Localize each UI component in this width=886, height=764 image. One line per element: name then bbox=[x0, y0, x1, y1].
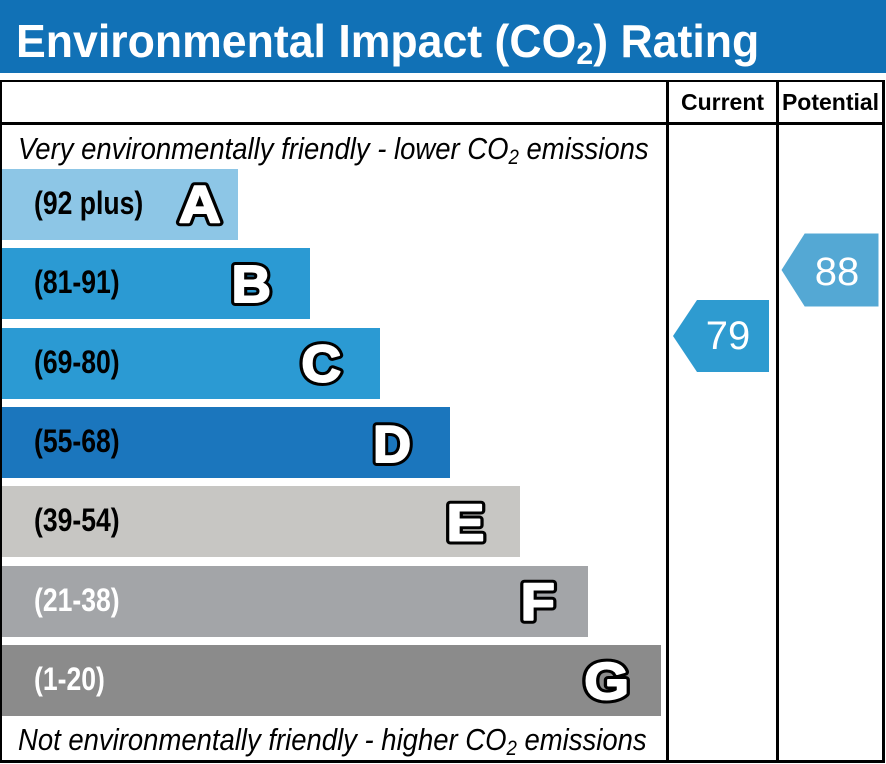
svg-text:C: C bbox=[301, 336, 341, 393]
svg-text:G: G bbox=[584, 652, 629, 711]
svg-text:C: C bbox=[301, 336, 341, 393]
svg-text:88: 88 bbox=[815, 250, 860, 294]
svg-text:D: D bbox=[373, 416, 411, 474]
svg-text:B: B bbox=[232, 256, 271, 314]
svg-text:D: D bbox=[373, 416, 411, 474]
svg-text:A: A bbox=[179, 175, 221, 234]
svg-text:B: B bbox=[232, 256, 271, 314]
svg-text:F: F bbox=[521, 573, 555, 631]
svg-text:A: A bbox=[179, 175, 221, 234]
svg-text:F: F bbox=[521, 573, 555, 631]
svg-text:79: 79 bbox=[706, 314, 751, 358]
svg-text:E: E bbox=[447, 494, 485, 552]
svg-text:G: G bbox=[584, 652, 629, 711]
svg-text:E: E bbox=[447, 494, 485, 552]
